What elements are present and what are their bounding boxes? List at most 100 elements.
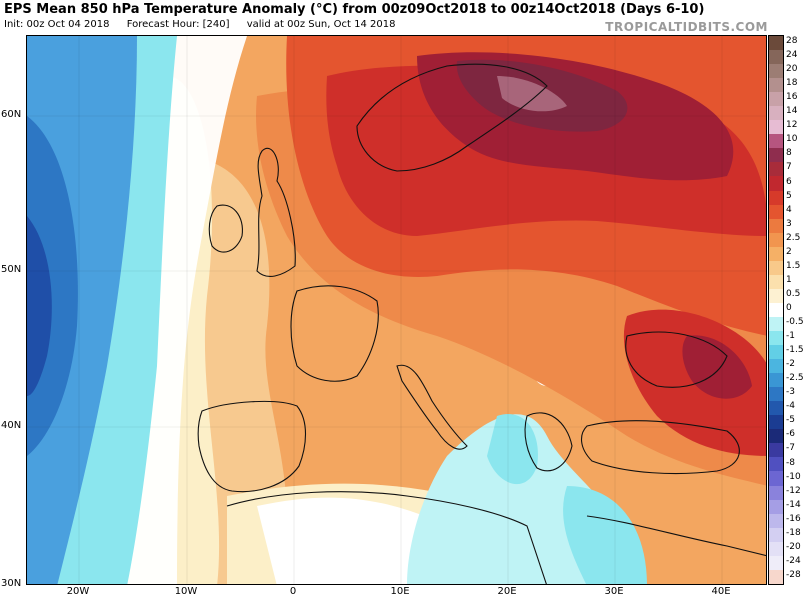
dark-red-zone-caucasus <box>682 335 752 399</box>
colorbar-swatch <box>769 50 783 65</box>
colorbar-swatch <box>769 373 783 388</box>
colorbar-swatch <box>769 232 783 247</box>
colorbar-swatch <box>769 499 783 514</box>
brand-watermark: TROPICALTIDBITS.COM <box>605 20 768 34</box>
colorbar-swatch <box>769 204 783 219</box>
coast-north-africa <box>226 491 547 584</box>
colorbar-label: -20 <box>786 541 801 552</box>
map-canvas <box>27 36 766 584</box>
colorbar-label: -1.5 <box>786 345 804 356</box>
colorbar-swatch <box>769 274 783 289</box>
lon-label-40e: 40E <box>711 586 731 597</box>
colorbar-label: 5 <box>786 190 792 201</box>
colorbar-label: 20 <box>786 64 798 75</box>
lon-label-20w: 20W <box>66 586 90 597</box>
colorbar-label: -6 <box>786 429 795 440</box>
colorbar-label: -14 <box>786 499 801 510</box>
colorbar-label: 2.5 <box>786 232 801 243</box>
colorbar-label: 7 <box>786 162 792 173</box>
colorbar-swatch <box>769 415 783 430</box>
coast-greece <box>524 412 573 472</box>
coast-great-britain <box>256 148 296 277</box>
colorbar-swatch <box>769 316 783 331</box>
colorbar-label: 12 <box>786 120 798 131</box>
lon-label-30e: 30E <box>604 586 624 597</box>
colorbar-swatch <box>769 288 783 303</box>
forecast-hour: Forecast Hour: [240] <box>126 19 230 30</box>
colorbar-swatch <box>769 120 783 135</box>
colorbar-swatch <box>769 106 783 121</box>
coast-levant-egypt <box>586 515 766 557</box>
colorbar-label: -7 <box>786 443 795 454</box>
colorbar-swatch <box>769 246 783 261</box>
colorbar-label: 10 <box>786 134 798 145</box>
lat-label-60n: 60N <box>1 109 22 120</box>
colorbar-swatch <box>769 134 783 149</box>
colorbar-swatch <box>769 541 783 556</box>
colorbar-swatch <box>769 260 783 275</box>
lon-label-10w: 10W <box>174 586 198 597</box>
map-title: EPS Mean 850 hPa Temperature Anomaly (°C… <box>4 2 705 17</box>
colorbar-swatch <box>769 485 783 500</box>
colorbar-labels: 28 24 20 18 16 14 12 10 8 7 6 5 4 3 2.5 2 1.5 1 0.5 0 -0.5 -1… <box>786 35 812 585</box>
colorbar-swatch <box>769 345 783 360</box>
colorbar-label: -24 <box>786 555 801 566</box>
colorbar-label: -2 <box>786 359 795 370</box>
lat-label-50n: 50N <box>1 264 22 275</box>
colorbar-label: -4 <box>786 401 795 412</box>
colorbar-label: -16 <box>786 513 801 524</box>
coastlines <box>197 63 766 584</box>
colorbar-swatch <box>769 387 783 402</box>
colorbar-swatch <box>769 218 783 233</box>
lat-label-40n: 40N <box>1 420 22 431</box>
lon-label-10e: 10E <box>390 586 410 597</box>
cyan-zone-east-med <box>563 486 647 584</box>
colorbar-label: -3 <box>786 387 795 398</box>
init-time: Init: 00z Oct 04 2018 <box>4 19 110 30</box>
colorbar-swatch <box>769 64 783 79</box>
colorbar-label: 28 <box>786 36 798 46</box>
colorbar-label: 14 <box>786 106 798 117</box>
colorbar-swatch <box>769 190 783 205</box>
coast-black-sea <box>625 331 728 388</box>
colorbar-label: 24 <box>786 50 798 61</box>
map-subtitle: Init: 00z Oct 04 2018 Forecast Hour: [24… <box>4 19 409 30</box>
graticule <box>27 36 766 584</box>
coast-ireland <box>208 204 243 253</box>
colorbar-label: -8 <box>786 457 795 468</box>
colorbar-swatch <box>769 429 783 444</box>
coast-turkey <box>581 420 740 475</box>
colorbar-label: 1.5 <box>786 260 801 271</box>
colorbar-label: -0.5 <box>786 317 804 328</box>
deep-blue-core-atlantic <box>27 216 52 396</box>
coast-france <box>290 285 379 382</box>
colorbar-label: 16 <box>786 92 798 103</box>
colorbar-label: 3 <box>786 218 792 229</box>
lat-label-30n: 30N <box>1 578 22 589</box>
colorbar-swatch <box>769 513 783 528</box>
colorbar-label: 18 <box>786 78 798 89</box>
colorbar-swatch <box>769 162 783 177</box>
lon-label-0: 0 <box>289 586 297 597</box>
colorbar-swatch <box>769 569 783 584</box>
colorbar-label: 8 <box>786 148 792 159</box>
colorbar-label: 0 <box>786 302 792 313</box>
colorbar-label: -1 <box>786 331 795 342</box>
colorbar-swatch <box>769 36 783 51</box>
colorbar-swatch <box>769 92 783 107</box>
colorbar-label: 0.5 <box>786 288 801 299</box>
colorbar-label: -10 <box>786 471 801 482</box>
valid-time: valid at 00z Sun, Oct 14 2018 <box>246 19 396 30</box>
colorbar-swatch <box>769 359 783 374</box>
coast-italy <box>396 364 468 450</box>
white-zone-africa <box>257 497 457 584</box>
colorbar-swatch <box>769 78 783 93</box>
colorbar-swatch <box>769 443 783 458</box>
colorbar-label: -12 <box>786 485 801 496</box>
coast-iberia <box>197 400 306 493</box>
colorbar-label: 4 <box>786 204 792 215</box>
colorbar <box>768 35 784 585</box>
colorbar-label: -28 <box>786 569 801 580</box>
colorbar-label: 1 <box>786 274 792 285</box>
colorbar-label: 6 <box>786 176 792 187</box>
